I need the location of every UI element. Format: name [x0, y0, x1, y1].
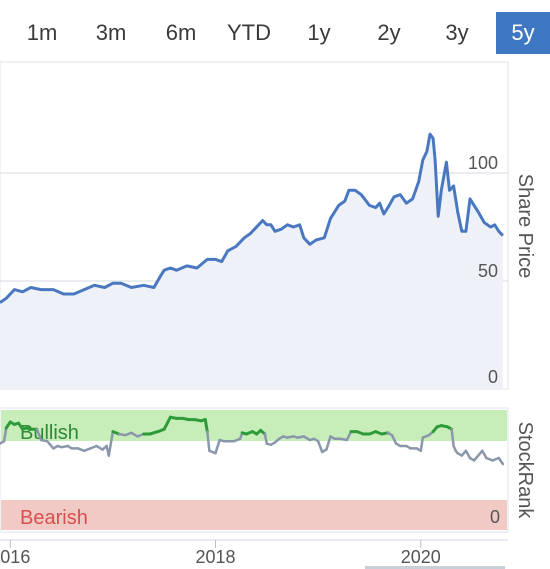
- stockrank-segment: [45, 439, 55, 450]
- x-axis-ticks: 2016 2018 2020: [0, 540, 441, 567]
- stockrank-segment: [497, 456, 505, 466]
- stockrank-lines: [0, 415, 505, 466]
- bullish-band-label: Bullish: [20, 422, 79, 444]
- stockrank-segment: [35, 427, 43, 442]
- stockrank-segment: [206, 430, 211, 453]
- price-line: [0, 132, 504, 304]
- stockrank-segment: [162, 415, 172, 431]
- x-tick-label: 2018: [195, 547, 235, 567]
- x-tick-label: 2020: [401, 547, 441, 567]
- stockrank-segment: [345, 430, 353, 442]
- stockrank-panel: Bullish Bearish 0 StockRank: [0, 407, 536, 533]
- stockrank-segment: [325, 435, 332, 451]
- price-tick-label-100: 100: [468, 153, 498, 173]
- stockrank-segment: [2, 426, 8, 443]
- price-area: [0, 134, 503, 389]
- tab-2y[interactable]: 2y: [377, 20, 401, 45]
- stockrank-segment: [450, 427, 455, 448]
- tab-3m[interactable]: 3m: [95, 20, 127, 45]
- bullish-band: [1, 410, 507, 441]
- price-tick-label-50: 50: [478, 261, 498, 281]
- price-tick-label-0: 0: [488, 367, 498, 387]
- x-axis: 2016 2018 2020: [0, 539, 508, 569]
- stockrank-segment: [419, 436, 425, 453]
- stockrank-segment: [203, 418, 209, 434]
- stockrank-axis-label: StockRank: [514, 422, 536, 520]
- tab-ytd[interactable]: YTD: [227, 20, 271, 45]
- price-panel: 100 50 0 Share Price: [0, 61, 536, 390]
- x-tick-label: 2016: [0, 547, 30, 567]
- tab-3y[interactable]: 3y: [445, 20, 469, 45]
- price-axis-label: Share Price: [514, 174, 536, 279]
- tab-1m[interactable]: 1m: [26, 20, 58, 45]
- x-axis-scroll-indicator: [365, 566, 505, 569]
- stockrank-segment: [263, 432, 269, 445]
- range-tabs: 1m 3m 6m YTD 1y 2y 3y 5y: [0, 0, 550, 60]
- stockrank-segment: [464, 449, 472, 460]
- stockrank-segment: [481, 449, 488, 460]
- stockrank-segment: [214, 438, 221, 455]
- stockrank-segment: [316, 439, 324, 454]
- stockrank-tick-label-0: 0: [490, 507, 500, 527]
- stockrank-segment: [107, 430, 115, 457]
- tab-5y[interactable]: 5y: [496, 12, 550, 54]
- bearish-band-label: Bearish: [20, 507, 88, 529]
- tab-1y[interactable]: 1y: [307, 20, 331, 45]
- bearish-band: [1, 500, 507, 530]
- tab-6m[interactable]: 6m: [165, 20, 197, 45]
- stockrank-segment: [390, 433, 398, 445]
